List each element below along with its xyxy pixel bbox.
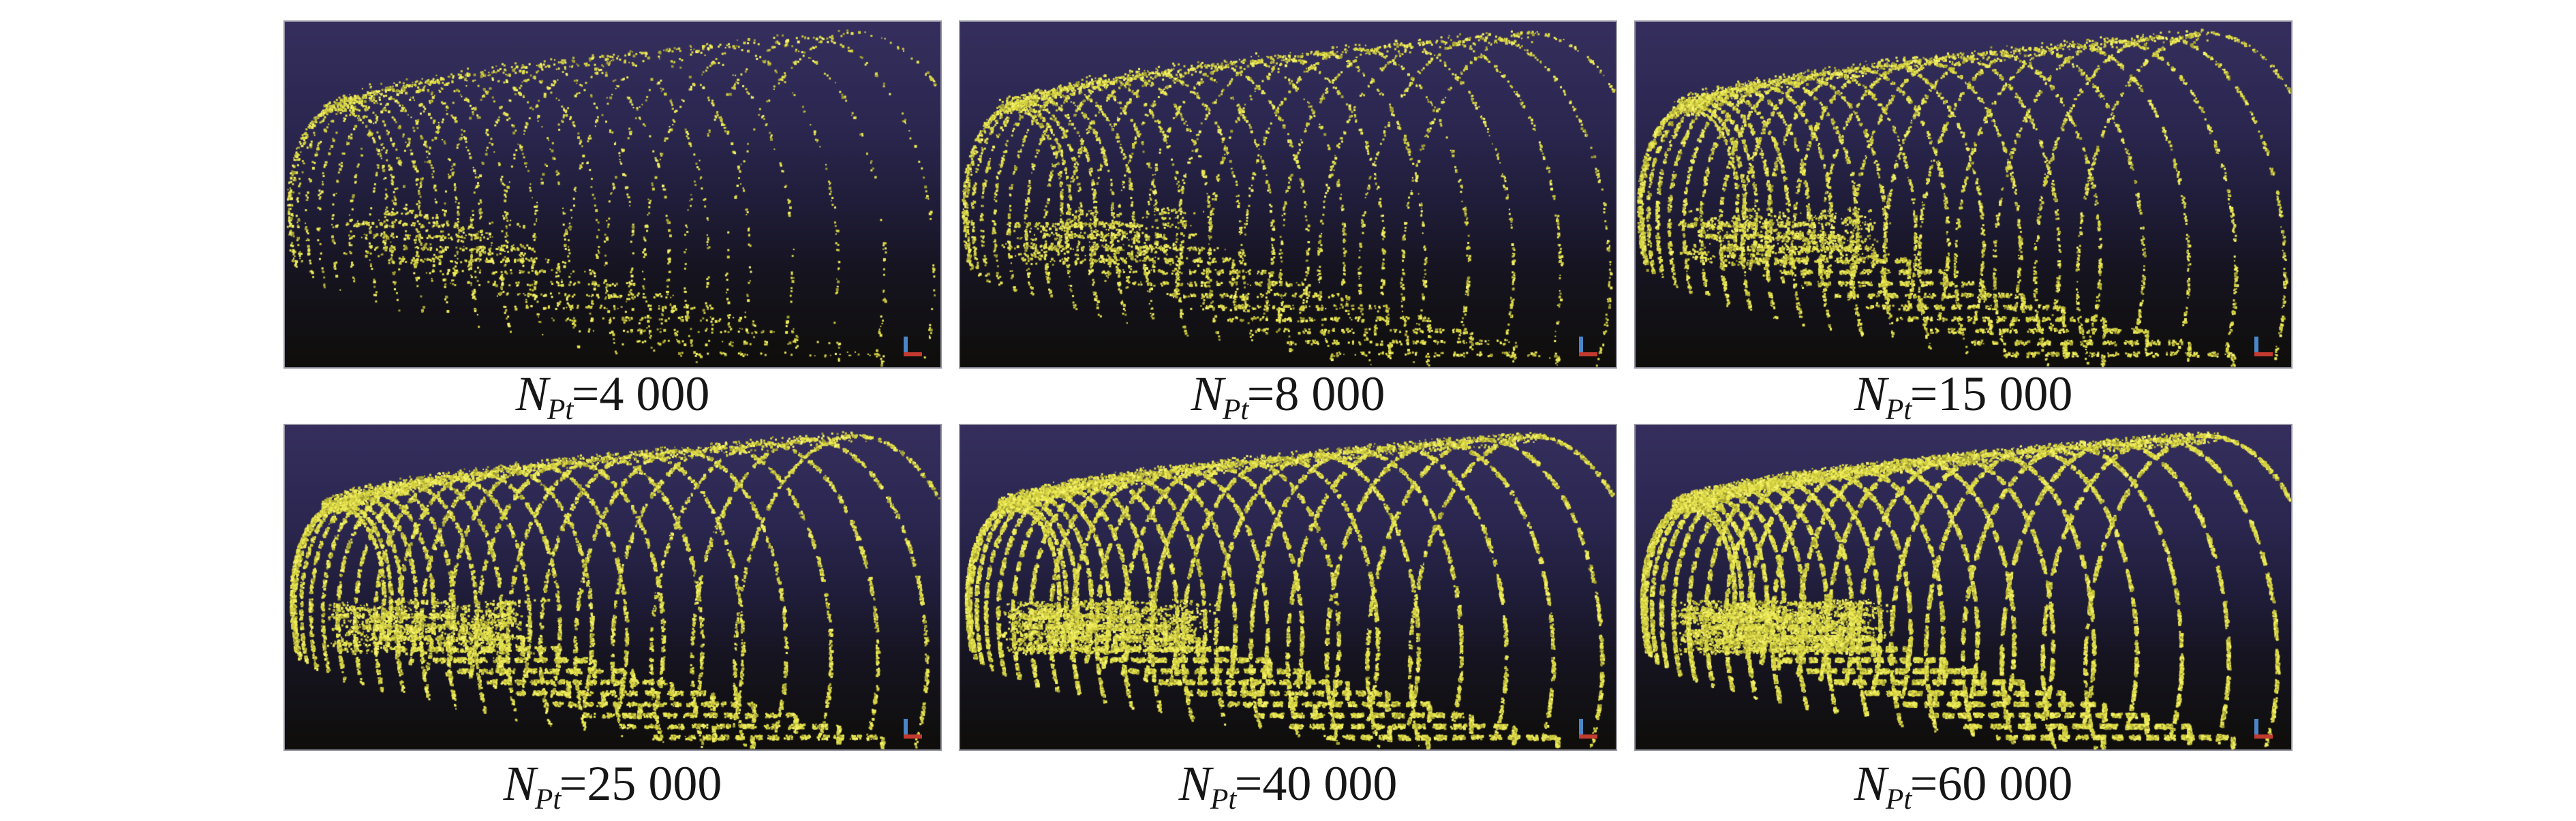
panel-caption-4: NPt=25 000: [503, 756, 722, 816]
figure-cell-2: NPt=8 000: [959, 20, 1617, 427]
panel-caption-2: NPt=8 000: [1191, 366, 1385, 427]
axis-gizmo: [904, 337, 924, 356]
panel-caption-6: NPt=60 000: [1854, 756, 2073, 816]
z-axis-icon: [2254, 337, 2258, 352]
pointcloud-canvas-5: [960, 425, 1616, 749]
axis-gizmo: [2254, 719, 2275, 739]
pointcloud-panel-3: [1634, 20, 2293, 369]
figure-cell-3: NPt=15 000: [1634, 20, 2293, 427]
panel-caption-1: NPt=4 000: [515, 366, 710, 427]
z-axis-icon: [904, 719, 908, 734]
z-axis-icon: [1579, 719, 1583, 734]
x-axis-icon: [904, 734, 922, 739]
pointcloud-panel-4: [283, 424, 942, 751]
z-axis-icon: [2254, 719, 2258, 734]
pointcloud-panel-5: [959, 424, 1617, 751]
pointcloud-panel-6: [1634, 424, 2293, 751]
axis-gizmo: [904, 719, 924, 739]
axis-gizmo: [2254, 337, 2275, 356]
figure-cell-5: NPt=40 000: [959, 424, 1617, 821]
panel-caption-3: NPt=15 000: [1854, 366, 2073, 427]
pointcloud-canvas-3: [1636, 22, 2291, 367]
x-axis-icon: [2254, 352, 2273, 356]
panel-caption-5: NPt=40 000: [1178, 756, 1398, 816]
x-axis-icon: [1579, 734, 1597, 739]
axis-gizmo: [1579, 719, 1599, 739]
x-axis-icon: [904, 352, 922, 356]
z-axis-icon: [1579, 337, 1583, 352]
axis-gizmo: [1579, 337, 1599, 356]
pointcloud-canvas-2: [960, 22, 1616, 367]
pointcloud-canvas-1: [285, 22, 940, 367]
x-axis-icon: [2254, 734, 2273, 739]
pointcloud-canvas-6: [1636, 425, 2291, 749]
figure-cell-1: NPt=4 000: [283, 20, 942, 427]
figure-cell-6: NPt=60 000: [1634, 424, 2293, 821]
pointcloud-panel-2: [959, 20, 1617, 369]
pointcloud-panel-1: [283, 20, 942, 369]
z-axis-icon: [904, 337, 908, 352]
x-axis-icon: [1579, 352, 1597, 356]
figure-cell-4: NPt=25 000: [283, 424, 942, 821]
pointcloud-canvas-4: [285, 425, 940, 749]
